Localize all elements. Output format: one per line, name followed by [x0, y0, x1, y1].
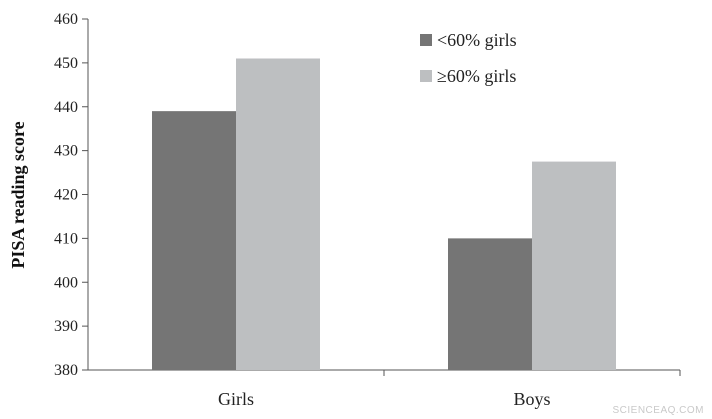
y-tick-label: 430 — [54, 143, 78, 160]
legend-label: <60% girls — [437, 30, 517, 50]
y-tick-labels: 380 390 400 410 420 430 440 450 460 — [54, 11, 78, 379]
y-tick-label: 410 — [54, 230, 78, 247]
legend-swatch — [420, 34, 432, 46]
legend-swatch — [420, 70, 432, 82]
bar — [152, 111, 236, 370]
y-tick-label: 390 — [54, 318, 78, 335]
y-tick-label: 380 — [54, 362, 78, 379]
y-tick-label: 420 — [54, 187, 78, 204]
y-tick-label: 450 — [54, 55, 78, 72]
legend: <60% girls ≥60% girls — [420, 30, 517, 86]
bar — [448, 238, 532, 370]
bar — [236, 58, 320, 371]
x-category-label: Girls — [218, 389, 254, 409]
y-tick-label: 460 — [54, 11, 78, 28]
y-tick-label: 400 — [54, 274, 78, 291]
bars — [152, 58, 616, 371]
x-category-label: Boys — [513, 389, 550, 409]
x-category-labels: Girls Boys — [218, 389, 551, 409]
y-axis-label: PISA reading score — [8, 121, 28, 268]
bar — [532, 161, 616, 370]
y-tick-label: 440 — [54, 99, 78, 116]
legend-label: ≥60% girls — [437, 66, 516, 86]
watermark: SCIENCEAQ.COM — [612, 405, 704, 416]
